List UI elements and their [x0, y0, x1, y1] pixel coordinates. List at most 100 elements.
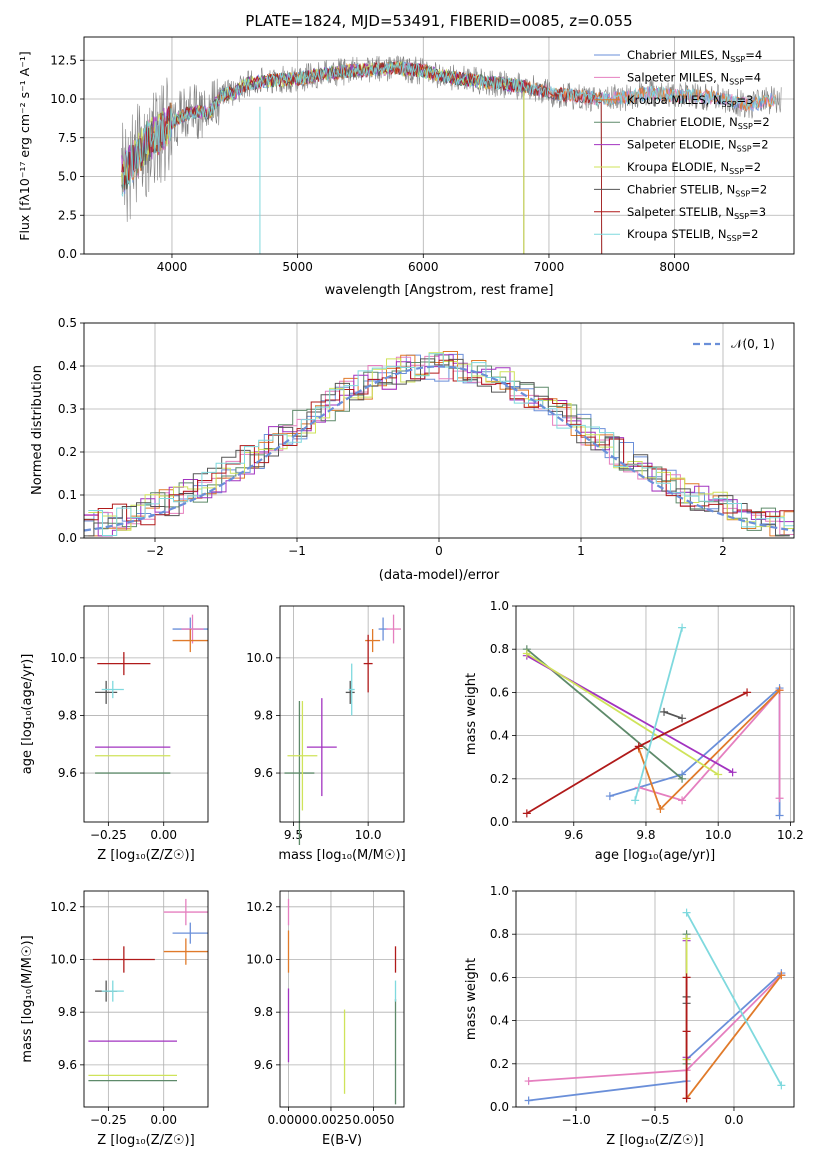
- weight-marker: [660, 707, 669, 716]
- weight-marker: [682, 973, 691, 982]
- y-tick-label: 9.6: [254, 1058, 273, 1072]
- residual-histogram: [88, 352, 794, 531]
- x-tick-label: −1: [288, 544, 306, 558]
- x-axis-label: Z [log₁₀(Z/Z☉)]: [97, 848, 194, 863]
- y-tick-label: 0.2: [58, 445, 77, 459]
- y-axis-label: age [log₁₀(age/yr)]: [20, 654, 35, 775]
- y-tick-label: 0.2: [490, 1057, 509, 1071]
- y-axis-label: Flux [fλ10⁻¹⁷ erg cm⁻² s⁻¹ A⁻¹]: [17, 51, 32, 240]
- y-tick-label: 9.6: [58, 766, 77, 780]
- x-tick-label: 8000: [659, 260, 690, 274]
- x-axis-label: E(B-V): [322, 1133, 362, 1148]
- weight-marker: [743, 688, 752, 697]
- axes-frame: [279, 890, 405, 1108]
- legend-label: Kroupa ELODIE, NSSP=2: [627, 160, 761, 176]
- x-tick-label: 5000: [282, 260, 313, 274]
- weight-line: [638, 687, 781, 802]
- weight-marker: [678, 714, 687, 723]
- x-tick-label: 0.0025: [310, 1113, 352, 1127]
- y-tick-label: 10.0: [246, 651, 273, 665]
- y-tick-label: 0.1: [58, 488, 77, 502]
- weight-marker: [631, 796, 640, 805]
- x-tick-label: 0.0050: [352, 1113, 394, 1127]
- normal-curve: [83, 365, 795, 532]
- x-tick-label: 4000: [157, 260, 188, 274]
- y-tick-label: 0.4: [490, 729, 509, 743]
- y-tick-label: 9.6: [254, 766, 273, 780]
- x-axis-label: mass [log₁₀(M/M☉)]: [278, 848, 405, 863]
- weight-marker: [678, 623, 687, 632]
- residual-histogram: [84, 354, 790, 536]
- legend-label: Kroupa STELIB, NSSP=2: [627, 227, 758, 243]
- y-tick-label: 1.0: [490, 599, 509, 613]
- axes-frame: [83, 36, 795, 255]
- weight-marker: [775, 794, 784, 803]
- weight-marker: [605, 792, 614, 801]
- x-axis-label: age [log₁₀(age/yr)]: [595, 848, 716, 863]
- x-tick-label: −1.0: [561, 1113, 590, 1127]
- legend-label: Chabrier ELODIE, NSSP=2: [627, 115, 770, 131]
- model-spectrum-line: [121, 62, 525, 254]
- x-tick-label: 9.5: [284, 828, 303, 842]
- axes-frame: [515, 605, 795, 823]
- residual-histogram: [84, 353, 790, 536]
- weight-marker: [656, 805, 665, 814]
- y-axis-label: mass [log₁₀(M/M☉)]: [20, 935, 35, 1062]
- y-axis-label: mass weight: [464, 958, 479, 1040]
- weight-marker: [678, 774, 687, 783]
- weight-marker: [682, 934, 691, 943]
- y-tick-label: 2.5: [58, 208, 77, 222]
- y-tick-label: 1.0: [490, 884, 509, 898]
- x-tick-label: 0.00: [150, 1113, 177, 1127]
- x-tick-label: −2: [146, 544, 164, 558]
- weight-marker: [522, 649, 531, 658]
- y-tick-label: 10.0: [246, 952, 273, 966]
- y-tick-label: 10.2: [50, 900, 77, 914]
- chart-title: PLATE=1824, MJD=53491, FIBERID=0085, z=0…: [245, 12, 633, 30]
- x-tick-label: −0.5: [640, 1113, 669, 1127]
- y-tick-label: 0.0: [490, 815, 509, 829]
- x-tick-label: 9.6: [564, 828, 583, 842]
- residual-histogram: [84, 358, 790, 537]
- x-tick-label: 0.00: [150, 828, 177, 842]
- residual-histogram: [88, 351, 794, 537]
- y-tick-label: 0.8: [490, 927, 509, 941]
- weight-marker: [728, 768, 737, 777]
- weight-marker: [522, 809, 531, 818]
- y-tick-label: 9.8: [254, 708, 273, 722]
- x-tick-label: 10.0: [355, 828, 382, 842]
- weight-marker: [777, 971, 786, 980]
- weight-line: [663, 710, 683, 720]
- model-spectrum-line: [121, 61, 525, 254]
- x-tick-label: 0: [435, 544, 443, 558]
- weight-marker: [777, 1081, 786, 1090]
- y-tick-label: 10.0: [50, 92, 77, 106]
- y-tick-label: 0.0: [58, 247, 77, 261]
- model-spectrum-line: [121, 61, 525, 254]
- y-tick-label: 9.6: [58, 1058, 77, 1072]
- weight-marker: [682, 908, 691, 917]
- weight-line: [685, 912, 783, 1086]
- y-tick-label: 0.4: [58, 359, 77, 373]
- x-tick-label: 1: [577, 544, 585, 558]
- weight-marker: [714, 770, 723, 779]
- x-tick-label: 10.0: [705, 828, 732, 842]
- x-axis-label: Z [log₁₀(Z/Z☉)]: [606, 1133, 703, 1148]
- legend-label: Salpeter MILES, NSSP=4: [627, 70, 761, 86]
- weight-marker: [682, 1094, 691, 1103]
- y-tick-label: 12.5: [50, 53, 77, 67]
- weight-line: [634, 627, 683, 801]
- weight-marker: [682, 1027, 691, 1036]
- x-tick-label: 10.2: [777, 828, 804, 842]
- legend-label: Chabrier MILES, NSSP=4: [627, 48, 762, 64]
- y-tick-label: 0.4: [490, 1014, 509, 1028]
- model-spectrum-line: [121, 61, 776, 198]
- weight-marker: [634, 742, 643, 751]
- y-tick-label: 9.8: [58, 1005, 77, 1019]
- legend-label: Salpeter STELIB, NSSP=3: [627, 205, 766, 221]
- y-tick-label: 0.8: [490, 642, 509, 656]
- weight-line: [526, 652, 719, 776]
- y-tick-label: 0.2: [490, 772, 509, 786]
- y-tick-label: 9.8: [58, 708, 77, 722]
